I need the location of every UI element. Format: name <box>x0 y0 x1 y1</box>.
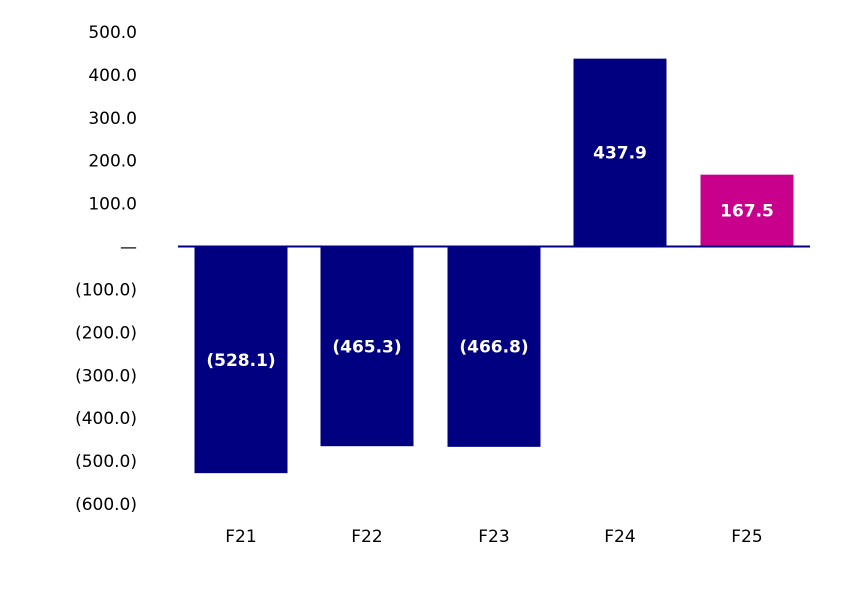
y-tick-label: 400.0 <box>88 66 137 86</box>
bar-f23 <box>447 246 541 447</box>
bar-f21 <box>194 246 288 474</box>
y-tick-label: (500.0) <box>75 452 137 472</box>
x-axis: F21 F22 F23 F24 F25 <box>225 527 762 547</box>
data-label-f21: (528.1) <box>206 351 275 371</box>
data-labels: (528.1) (465.3) (466.8) 437.9 167.5 <box>206 144 774 371</box>
bar-f24 <box>573 58 667 247</box>
x-category-label: F24 <box>604 527 635 547</box>
bar-f22 <box>320 246 414 447</box>
x-category-label: F22 <box>351 527 382 547</box>
x-category-label: F21 <box>225 527 256 547</box>
y-tick-label: 300.0 <box>88 109 137 129</box>
y-tick-label: 100.0 <box>88 195 137 215</box>
y-tick-label: 500.0 <box>88 23 137 43</box>
y-axis: 500.0 400.0 300.0 200.0 100.0 — (100.0) (200.0)… <box>75 23 137 515</box>
y-tick-label: (400.0) <box>75 409 137 429</box>
y-tick-label: — <box>120 238 137 258</box>
data-label-f22: (465.3) <box>332 337 401 357</box>
data-label-f24: 437.9 <box>593 144 647 164</box>
y-tick-label: (100.0) <box>75 280 137 300</box>
data-label-f23: (466.8) <box>459 338 528 358</box>
bars <box>194 58 794 474</box>
data-label-f25: 167.5 <box>720 202 774 222</box>
bar-f25 <box>700 174 794 247</box>
y-tick-label: 200.0 <box>88 152 137 172</box>
x-category-label: F25 <box>731 527 762 547</box>
x-category-label: F23 <box>478 527 509 547</box>
y-tick-label: (600.0) <box>75 495 137 515</box>
y-tick-label: (200.0) <box>75 323 137 343</box>
y-tick-label: (300.0) <box>75 366 137 386</box>
